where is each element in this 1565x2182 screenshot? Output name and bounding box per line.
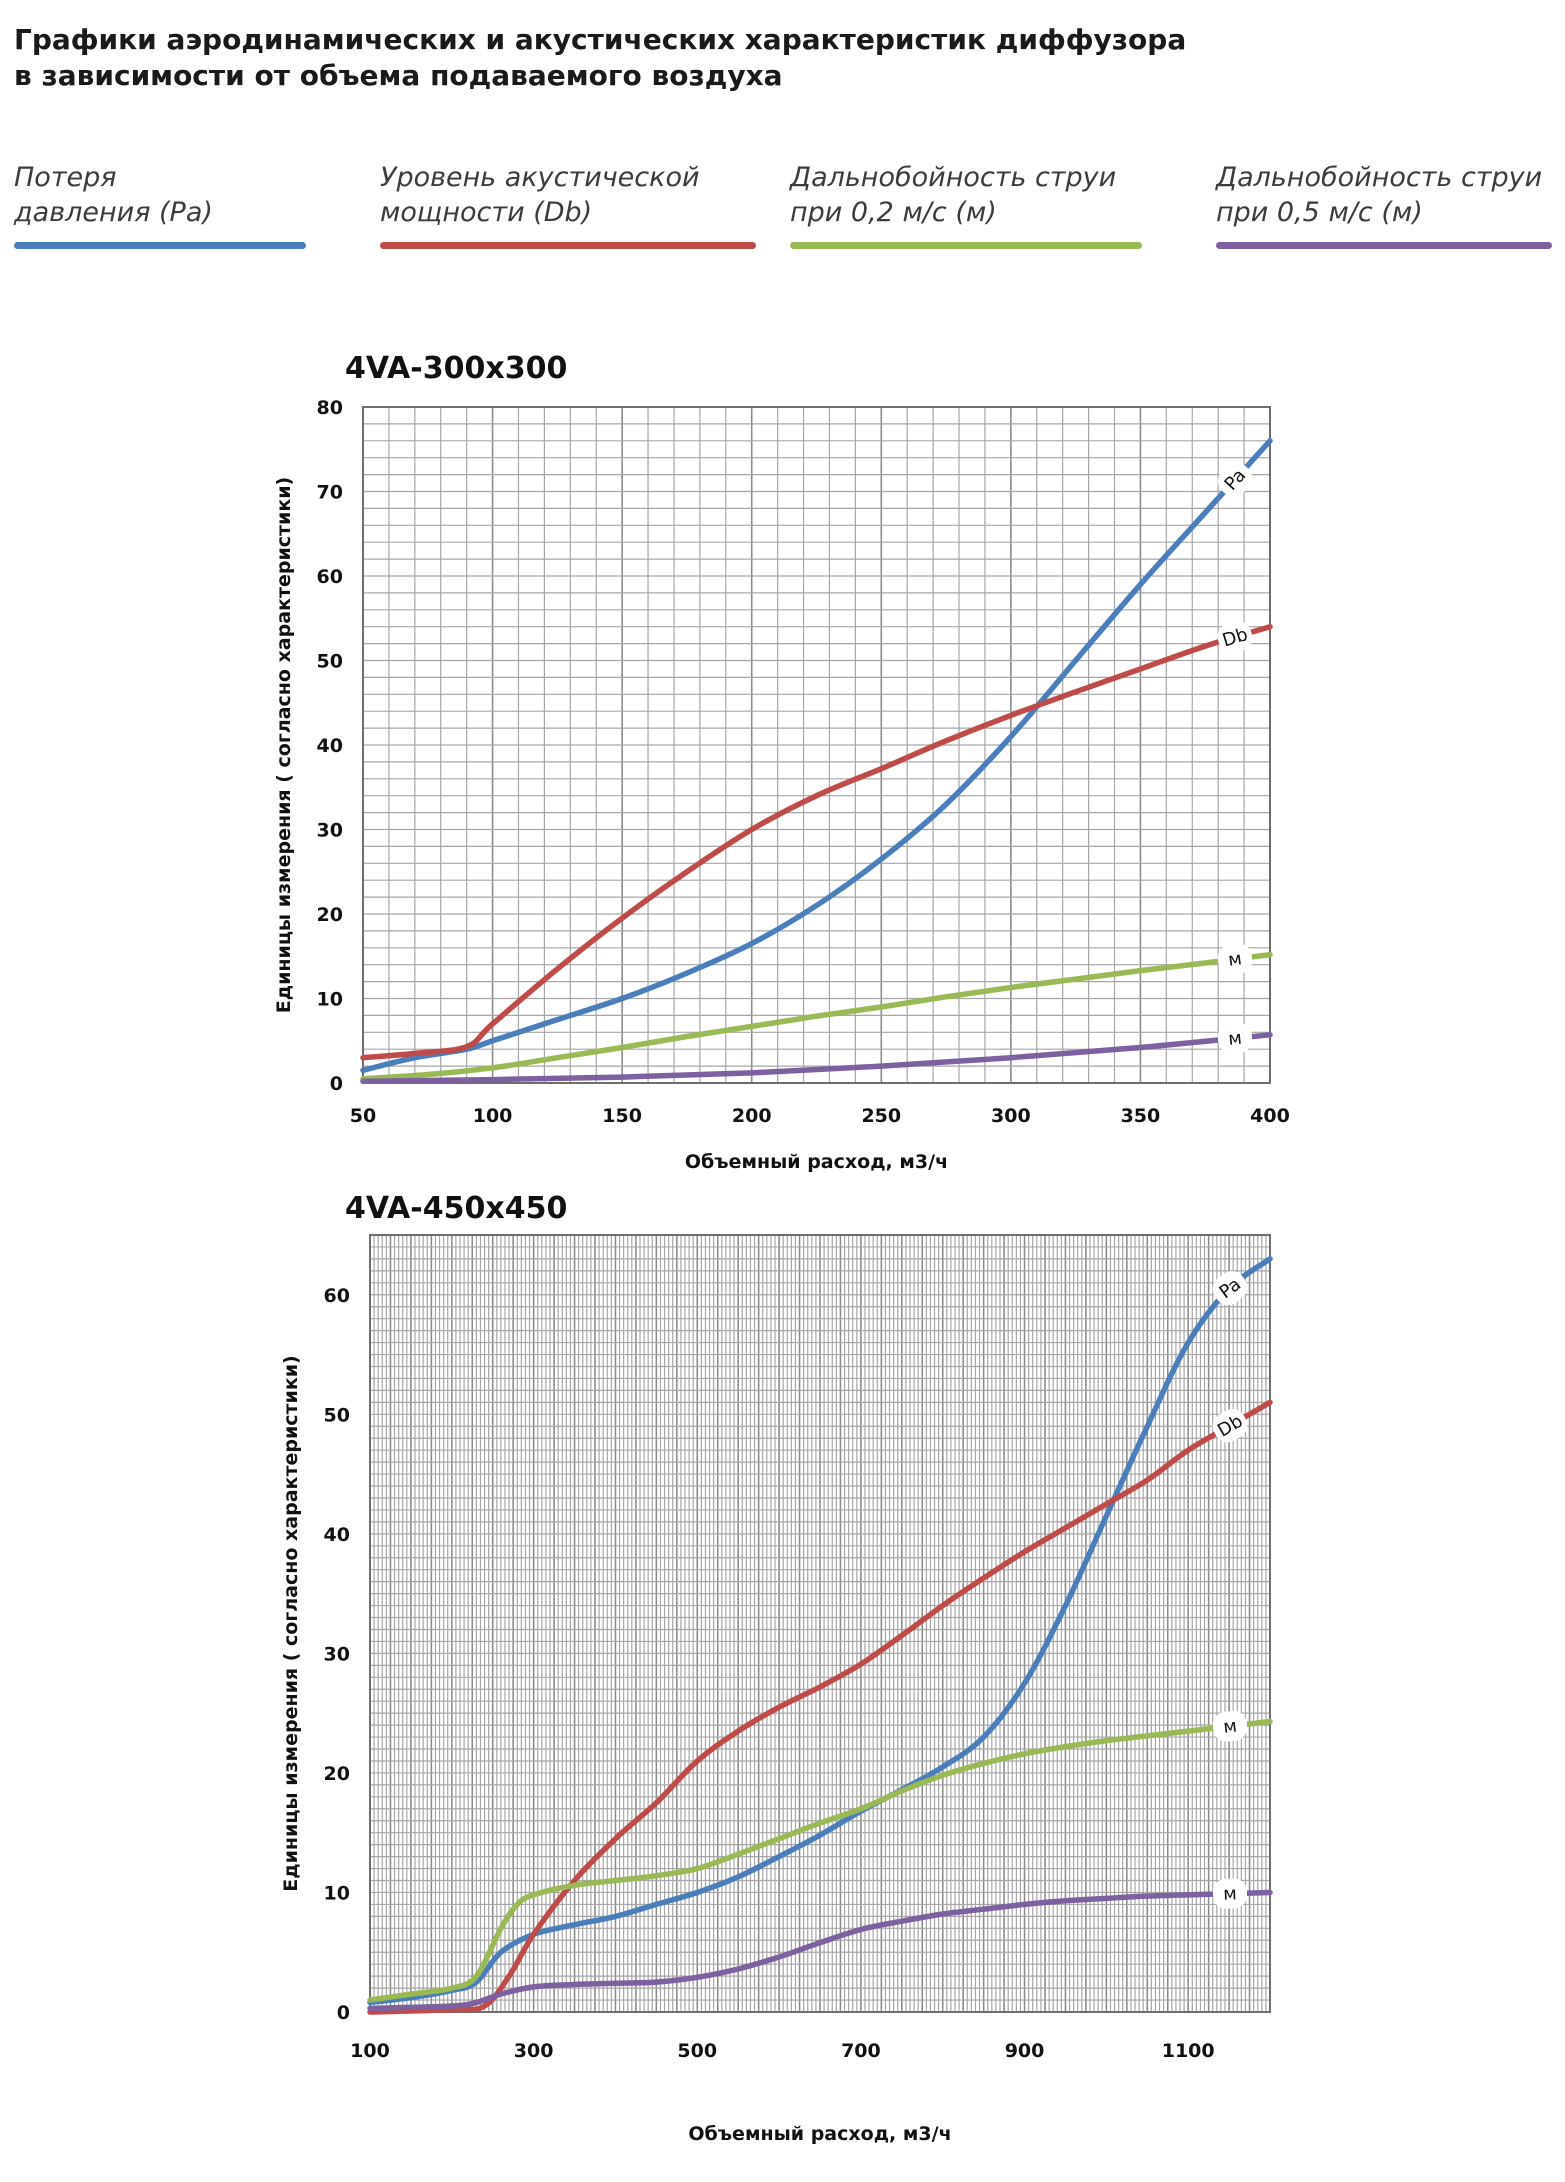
series-line-4 — [360, 1032, 1273, 1085]
curve-label-text: м — [1227, 1028, 1243, 1050]
plot-border — [362, 406, 1271, 1084]
curve-label-background — [1212, 1271, 1248, 1306]
x-tick-label: 300 — [514, 2040, 554, 2062]
curve-label-background — [1217, 462, 1253, 497]
curve-label-2: Db — [1212, 1408, 1248, 1443]
legend-label-line-1: Дальнобойность струи — [790, 162, 1117, 193]
curve-label-background — [1212, 1710, 1248, 1742]
legend-label: Дальнобойность струи при 0,2 м/с (м) — [790, 160, 1142, 230]
series-line-2 — [360, 623, 1273, 1061]
curve-label-4: м — [1212, 1878, 1248, 1909]
y-tick-label: 10 — [324, 1882, 350, 1904]
curve-label-4: м — [1217, 1022, 1253, 1054]
x-tick-label: 100 — [350, 2040, 390, 2062]
legend-label-line-2: мощности (Db) — [380, 197, 593, 228]
series-line-1 — [367, 1256, 1273, 2006]
legend-label: Потеря давления (Pa) — [14, 160, 306, 230]
grid — [369, 1234, 1271, 2013]
plot-border — [369, 1234, 1271, 2013]
x-tick-label: 500 — [677, 2040, 717, 2062]
curve-label-background — [1212, 1408, 1248, 1443]
legend-label: Дальнобойность струи при 0,5 м/с (м) — [1216, 160, 1552, 230]
legend-label-line-1: Уровень акустической — [380, 162, 700, 193]
curve-label-background — [1217, 621, 1253, 654]
chart-title: 4VA-300x300 — [345, 351, 567, 386]
y-axis-title: Единицы измерения ( согласно характерист… — [273, 477, 295, 1014]
curve-label-background — [1212, 1878, 1248, 1909]
chart-4va-450x450: 4VA-450x450 0 10 20 30 40 50 60 100 300 500 700 900 1… — [280, 1191, 1273, 2145]
x-tick-label: 250 — [861, 1105, 901, 1127]
x-tick-label: 100 — [473, 1105, 513, 1127]
legend-line-blue — [14, 242, 306, 249]
legend-label-line-1: Потеря — [14, 162, 117, 193]
y-tick-label: 50 — [317, 651, 343, 673]
legend-item-throw-02: Дальнобойность струи при 0,2 м/с (м) — [790, 160, 1142, 249]
page-title-line-1: Графики аэродинамических и акустических … — [14, 23, 1187, 56]
grid — [362, 406, 1271, 1084]
y-tick-label: 40 — [324, 1524, 350, 1546]
curve-label-text: м — [1223, 1883, 1237, 1904]
x-tick-label: 400 — [1250, 1105, 1290, 1127]
series-group — [360, 438, 1273, 1085]
x-tick-label: 200 — [732, 1105, 772, 1127]
legend-item-acoustic-power: Уровень акустической мощности (Db) — [380, 160, 756, 249]
y-tick-label: 80 — [317, 397, 343, 419]
y-tick-label: 10 — [317, 989, 343, 1011]
y-axis-title: Единицы измерения ( согласно характерист… — [280, 1355, 302, 1892]
curve-labels: Pa Db м м — [1212, 1271, 1248, 1909]
y-tick-label: 0 — [330, 1073, 343, 1095]
y-tick-label: 60 — [317, 566, 343, 588]
legend-label-line-2: при 0,5 м/с (м) — [1216, 197, 1423, 228]
y-tick-label: 60 — [324, 1285, 350, 1307]
chart-4va-300x300: 4VA-300x300 0 10 20 30 40 50 60 70 80 50 100 150 200 2… — [273, 351, 1290, 1173]
y-tick-label: 0 — [337, 2002, 350, 2024]
legend-label-line-2: давления (Pa) — [14, 197, 213, 228]
x-tick-label: 900 — [1005, 2040, 1045, 2062]
x-tick-label: 50 — [350, 1105, 376, 1127]
curve-label-3: м — [1217, 943, 1253, 975]
x-tick-label: 300 — [991, 1105, 1031, 1127]
x-tick-label: 350 — [1121, 1105, 1161, 1127]
curve-label-1: Pa — [1212, 1271, 1248, 1306]
curve-label-2: Db — [1217, 621, 1253, 654]
page-title-line-2: в зависимости от объема подаваемого возд… — [14, 59, 783, 92]
y-tick-label: 50 — [324, 1404, 350, 1426]
curve-label-3: м — [1212, 1710, 1248, 1742]
x-tick-label: 700 — [841, 2040, 881, 2062]
series-group — [367, 1256, 1273, 2015]
series-line-1 — [360, 438, 1273, 1074]
series-line-2 — [367, 1399, 1273, 2015]
page-title: Графики аэродинамических и акустических … — [14, 22, 1186, 94]
legend-item-throw-05: Дальнобойность струи при 0,5 м/с (м) — [1216, 160, 1552, 249]
y-tick-label: 30 — [317, 820, 343, 842]
series-line-3 — [367, 1718, 1273, 2003]
curve-label-1: Pa — [1217, 462, 1253, 497]
legend-line-red — [380, 242, 756, 249]
chart-title: 4VA-450x450 — [345, 1191, 567, 1226]
legend-line-green — [790, 242, 1142, 249]
x-tick-label: 150 — [602, 1105, 642, 1127]
legend-item-pressure-loss: Потеря давления (Pa) — [14, 160, 306, 249]
y-tick-label: 70 — [317, 482, 343, 504]
curve-labels: Pa Db м м — [1217, 462, 1253, 1054]
y-tick-label: 20 — [324, 1763, 350, 1785]
series-line-3 — [360, 951, 1273, 1082]
series-line-4 — [367, 1889, 1273, 2012]
y-tick-label: 30 — [324, 1643, 350, 1665]
legend-label-line-1: Дальнобойность струи — [1216, 162, 1543, 193]
x-axis-title: Объемный расход, м3/ч — [685, 1151, 948, 1173]
curve-label-text: м — [1222, 1715, 1238, 1737]
x-tick-label: 1100 — [1162, 2040, 1215, 2062]
curve-label-background — [1217, 943, 1253, 975]
y-tick-label: 40 — [317, 735, 343, 757]
legend-label: Уровень акустической мощности (Db) — [380, 160, 756, 230]
legend-line-purple — [1216, 242, 1552, 249]
x-axis-title: Объемный расход, м3/ч — [688, 2123, 951, 2145]
legend-label-line-2: при 0,2 м/с (м) — [790, 197, 997, 228]
y-tick-label: 20 — [317, 904, 343, 926]
curve-label-background — [1217, 1022, 1253, 1054]
curve-label-text: м — [1227, 948, 1243, 971]
